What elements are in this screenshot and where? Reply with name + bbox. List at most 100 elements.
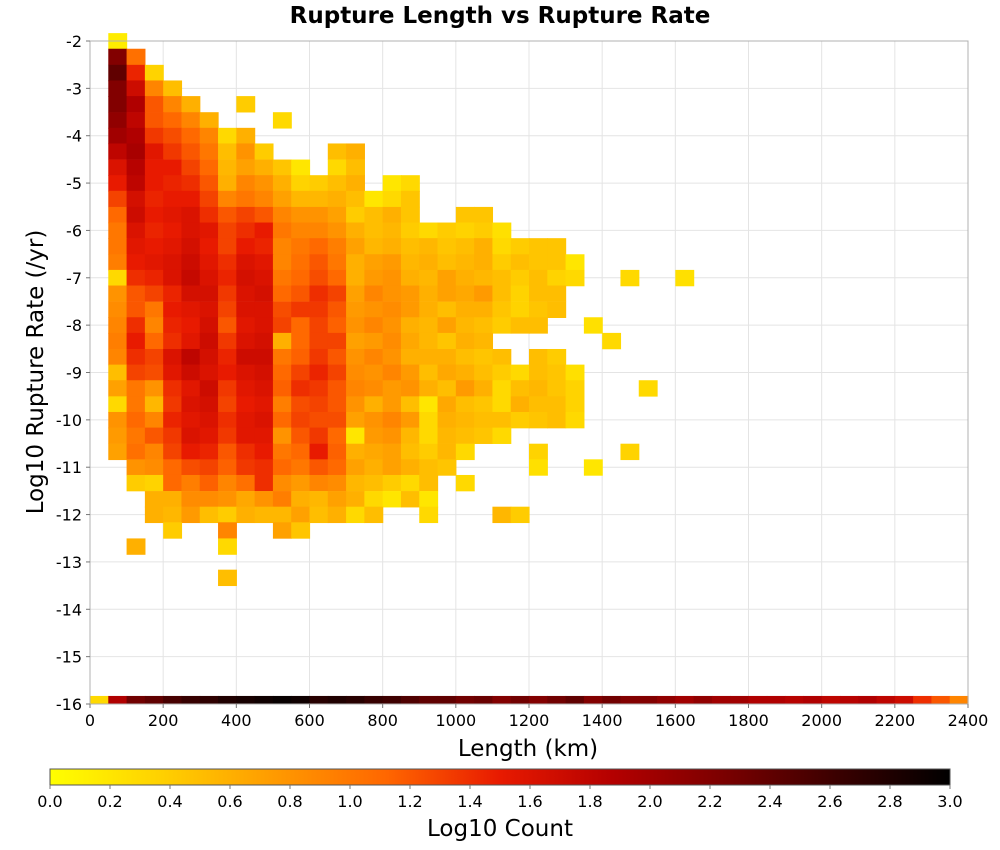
heatmap-cell	[108, 80, 128, 97]
heatmap-cell	[309, 474, 329, 492]
heatmap-cell	[126, 143, 146, 160]
heatmap-cell	[565, 364, 585, 381]
heatmap-cell	[419, 348, 439, 366]
heatmap-cell	[510, 396, 530, 413]
heatmap-cell	[144, 112, 164, 129]
heatmap-cell	[437, 380, 457, 397]
heatmap-cell	[291, 695, 311, 704]
colorbar-tick-label: 1.0	[337, 792, 362, 811]
heatmap-cell	[272, 522, 292, 539]
x-tick-label: 1600	[655, 711, 696, 730]
heatmap-cell	[382, 285, 402, 302]
heatmap-cell	[382, 254, 402, 271]
heatmap-cell	[126, 443, 146, 461]
heatmap-cell	[309, 380, 329, 397]
heatmap-cell	[309, 190, 329, 208]
heatmap-cell	[382, 474, 402, 492]
colorbar-ticks: 0.0 0.2 0.4 0.6 0.8 1.0 1.2 1.4 1.6 1.8 2.0 2.2 2.4 2…	[37, 785, 963, 811]
heatmap-cell	[474, 238, 494, 255]
heatmap-cell	[126, 538, 146, 555]
heatmap-cell	[236, 222, 256, 239]
heatmap-cell	[272, 695, 292, 704]
heatmap-cell	[218, 143, 237, 160]
heatmap-cell	[309, 285, 329, 302]
y-tick-label: -13	[56, 553, 82, 572]
heatmap-cell	[236, 159, 256, 176]
heatmap-cell	[382, 175, 402, 192]
heatmap-cell	[419, 427, 439, 444]
heatmap-cell	[126, 64, 146, 82]
heatmap-cell	[364, 301, 384, 318]
heatmap-cell	[400, 695, 420, 704]
heatmap-cell	[126, 254, 146, 271]
heatmap-cell	[346, 427, 365, 444]
heatmap-cell	[108, 254, 128, 271]
heatmap-cell	[364, 396, 384, 413]
heatmap-cell	[199, 254, 219, 271]
heatmap-cell	[400, 380, 420, 397]
colorbar-tick-label: 1.8	[577, 792, 602, 811]
heatmap-cell	[565, 269, 585, 287]
heatmap-cell	[272, 190, 292, 208]
heatmap-cell	[547, 396, 567, 413]
heatmap-cell	[327, 222, 347, 239]
y-tick-label: -9	[66, 364, 82, 383]
heatmap-cell	[236, 285, 256, 302]
heatmap-cell	[181, 159, 201, 176]
heatmap-cell	[309, 443, 329, 461]
heatmap-cell	[108, 380, 128, 397]
heatmap-cell	[400, 254, 420, 271]
heatmap-cell	[218, 332, 237, 350]
heatmap-cell	[711, 695, 731, 704]
heatmap-cell	[327, 396, 347, 413]
heatmap-cell	[126, 695, 146, 704]
heatmap-cell	[163, 443, 183, 461]
heatmap-cell	[455, 206, 475, 224]
heatmap-cell	[675, 269, 695, 287]
heatmap-cell	[126, 222, 146, 239]
heatmap-cell	[254, 238, 274, 255]
heatmap-cell	[126, 348, 146, 366]
heatmap-cell	[144, 332, 164, 350]
heatmap-cell	[437, 348, 457, 366]
heatmap-cell	[254, 695, 274, 704]
heatmap-cell	[309, 411, 329, 429]
heatmap-cell	[492, 285, 512, 302]
heatmap-cell	[346, 396, 365, 413]
heatmap-cell	[327, 443, 347, 461]
heatmap-cell	[218, 238, 237, 255]
heatmap-cell	[236, 348, 256, 366]
heatmap-cell	[346, 190, 365, 208]
heatmap-cell	[346, 491, 365, 508]
heatmap-cell	[547, 301, 567, 318]
heatmap-cell	[327, 301, 347, 318]
heatmap-cell	[474, 396, 494, 413]
heatmap-cell	[181, 190, 201, 208]
heatmap-cell	[474, 206, 494, 224]
heatmap-cell	[181, 474, 201, 492]
heatmap-cell	[400, 364, 420, 381]
heatmap-cell	[144, 695, 164, 704]
heatmap-cell	[218, 569, 237, 587]
heatmap-cell	[218, 206, 237, 224]
x-tick-label: 1400	[582, 711, 623, 730]
heatmap-cell	[218, 317, 237, 334]
heatmap-cell	[218, 427, 237, 444]
heatmap-cell	[437, 238, 457, 255]
heatmap-cell	[364, 474, 384, 492]
heatmap-cell	[327, 238, 347, 255]
heatmap-cell	[455, 269, 475, 287]
y-tick-label: -11	[56, 458, 82, 477]
heatmap-cell	[346, 695, 365, 704]
heatmap-cell	[291, 474, 311, 492]
heatmap-cell	[163, 254, 183, 271]
heatmap-cell	[437, 317, 457, 334]
heatmap-cell	[163, 695, 183, 704]
heatmap-cell	[254, 190, 274, 208]
heatmap-cell	[474, 332, 494, 350]
colorbar-tick-label: 3.0	[937, 792, 962, 811]
heatmap-cell	[638, 380, 658, 397]
heatmap-cell	[254, 332, 274, 350]
heatmap-cell	[144, 506, 164, 524]
heatmap-cell	[236, 96, 256, 113]
